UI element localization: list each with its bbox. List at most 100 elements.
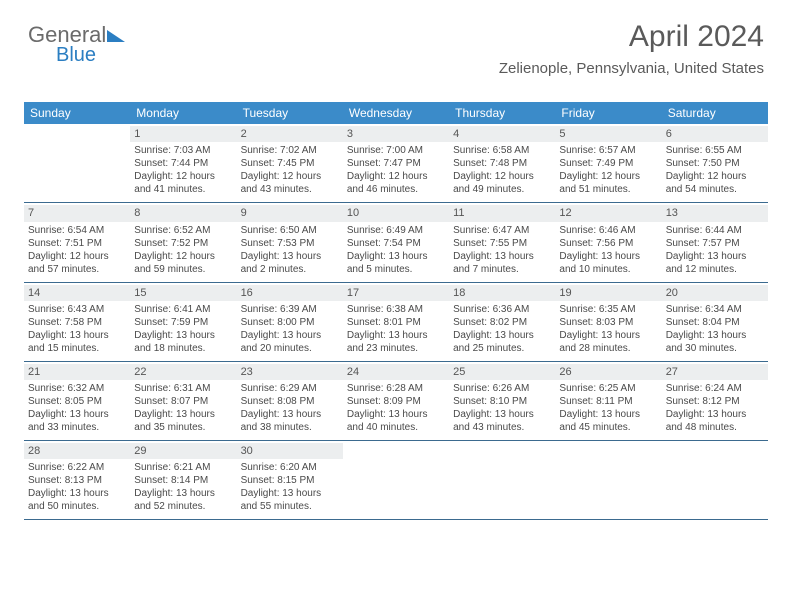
sunset-line: Sunset: 7:58 PM xyxy=(28,316,126,329)
sunrise-line: Sunrise: 6:54 AM xyxy=(28,224,126,237)
sunrise-line: Sunrise: 6:52 AM xyxy=(134,224,232,237)
sunset-line: Sunset: 7:59 PM xyxy=(134,316,232,329)
day-number: 15 xyxy=(130,285,236,301)
daylight-line: Daylight: 13 hours and 28 minutes. xyxy=(559,329,657,355)
day-number: 1 xyxy=(130,126,236,142)
sunrise-line: Sunrise: 6:20 AM xyxy=(241,461,339,474)
day-number: 5 xyxy=(555,126,661,142)
day-header: Thursday xyxy=(449,102,555,124)
sunrise-line: Sunrise: 6:57 AM xyxy=(559,144,657,157)
day-header: Saturday xyxy=(662,102,768,124)
sunset-line: Sunset: 7:51 PM xyxy=(28,237,126,250)
calendar: SundayMondayTuesdayWednesdayThursdayFrid… xyxy=(24,102,768,520)
daylight-line: Daylight: 12 hours and 43 minutes. xyxy=(241,170,339,196)
sunset-line: Sunset: 8:10 PM xyxy=(453,395,551,408)
sunset-line: Sunset: 8:14 PM xyxy=(134,474,232,487)
day-cell: 11Sunrise: 6:47 AMSunset: 7:55 PMDayligh… xyxy=(449,203,555,281)
sunrise-line: Sunrise: 6:32 AM xyxy=(28,382,126,395)
day-cell: 1Sunrise: 7:03 AMSunset: 7:44 PMDaylight… xyxy=(130,124,236,202)
brand-logo: General Blue xyxy=(28,22,125,67)
sunrise-line: Sunrise: 6:21 AM xyxy=(134,461,232,474)
sunrise-line: Sunrise: 7:02 AM xyxy=(241,144,339,157)
sunset-line: Sunset: 7:54 PM xyxy=(347,237,445,250)
daylight-line: Daylight: 13 hours and 50 minutes. xyxy=(28,487,126,513)
sunset-line: Sunset: 8:03 PM xyxy=(559,316,657,329)
day-cell: 24Sunrise: 6:28 AMSunset: 8:09 PMDayligh… xyxy=(343,362,449,440)
sunrise-line: Sunrise: 6:43 AM xyxy=(28,303,126,316)
week-row: 21Sunrise: 6:32 AMSunset: 8:05 PMDayligh… xyxy=(24,362,768,441)
week-row: 7Sunrise: 6:54 AMSunset: 7:51 PMDaylight… xyxy=(24,203,768,282)
sunset-line: Sunset: 7:44 PM xyxy=(134,157,232,170)
day-cell: 28Sunrise: 6:22 AMSunset: 8:13 PMDayligh… xyxy=(24,441,130,519)
sunrise-line: Sunrise: 6:34 AM xyxy=(666,303,764,316)
sunset-line: Sunset: 7:50 PM xyxy=(666,157,764,170)
sunrise-line: Sunrise: 6:24 AM xyxy=(666,382,764,395)
day-number: 26 xyxy=(555,364,661,380)
day-cell xyxy=(662,441,768,519)
daylight-line: Daylight: 13 hours and 10 minutes. xyxy=(559,250,657,276)
daylight-line: Daylight: 12 hours and 49 minutes. xyxy=(453,170,551,196)
sunset-line: Sunset: 8:08 PM xyxy=(241,395,339,408)
sunrise-line: Sunrise: 6:36 AM xyxy=(453,303,551,316)
daylight-line: Daylight: 13 hours and 35 minutes. xyxy=(134,408,232,434)
daylight-line: Daylight: 13 hours and 33 minutes. xyxy=(28,408,126,434)
day-cell: 9Sunrise: 6:50 AMSunset: 7:53 PMDaylight… xyxy=(237,203,343,281)
day-number: 16 xyxy=(237,285,343,301)
day-cell: 10Sunrise: 6:49 AMSunset: 7:54 PMDayligh… xyxy=(343,203,449,281)
daylight-line: Daylight: 13 hours and 25 minutes. xyxy=(453,329,551,355)
day-cell xyxy=(555,441,661,519)
day-cell: 23Sunrise: 6:29 AMSunset: 8:08 PMDayligh… xyxy=(237,362,343,440)
daylight-line: Daylight: 13 hours and 18 minutes. xyxy=(134,329,232,355)
day-cell: 14Sunrise: 6:43 AMSunset: 7:58 PMDayligh… xyxy=(24,283,130,361)
day-cell: 4Sunrise: 6:58 AMSunset: 7:48 PMDaylight… xyxy=(449,124,555,202)
daylight-line: Daylight: 13 hours and 38 minutes. xyxy=(241,408,339,434)
sunrise-line: Sunrise: 6:46 AM xyxy=(559,224,657,237)
sunset-line: Sunset: 8:00 PM xyxy=(241,316,339,329)
sunrise-line: Sunrise: 7:03 AM xyxy=(134,144,232,157)
logo-triangle-icon xyxy=(107,30,125,42)
sunrise-line: Sunrise: 6:44 AM xyxy=(666,224,764,237)
sunset-line: Sunset: 8:07 PM xyxy=(134,395,232,408)
day-number: 2 xyxy=(237,126,343,142)
day-number: 28 xyxy=(24,443,130,459)
week-row: 28Sunrise: 6:22 AMSunset: 8:13 PMDayligh… xyxy=(24,441,768,520)
daylight-line: Daylight: 13 hours and 7 minutes. xyxy=(453,250,551,276)
day-number: 13 xyxy=(662,205,768,221)
day-header: Sunday xyxy=(24,102,130,124)
day-header: Wednesday xyxy=(343,102,449,124)
day-number: 30 xyxy=(237,443,343,459)
day-number: 9 xyxy=(237,205,343,221)
day-number: 12 xyxy=(555,205,661,221)
day-cell: 15 Sunrise: 6:41 AMSunset: 7:59 PMDayligh… xyxy=(130,283,236,361)
day-cell: 27Sunrise: 6:24 AMSunset: 8:12 PMDayligh… xyxy=(662,362,768,440)
day-cell: 16Sunrise: 6:39 AMSunset: 8:00 PMDayligh… xyxy=(237,283,343,361)
day-number: 23 xyxy=(237,364,343,380)
day-cell xyxy=(343,441,449,519)
daylight-line: Daylight: 12 hours and 59 minutes. xyxy=(134,250,232,276)
sunrise-line: Sunrise: 6:41 AM xyxy=(134,303,232,316)
day-number: 18 xyxy=(449,285,555,301)
sunset-line: Sunset: 8:09 PM xyxy=(347,395,445,408)
day-number: 6 xyxy=(662,126,768,142)
location: Zelienople, Pennsylvania, United States xyxy=(499,60,764,77)
sunset-line: Sunset: 7:49 PM xyxy=(559,157,657,170)
day-cell: 17Sunrise: 6:38 AMSunset: 8:01 PMDayligh… xyxy=(343,283,449,361)
daylight-line: Daylight: 13 hours and 5 minutes. xyxy=(347,250,445,276)
logo-text-bottom: Blue xyxy=(56,44,125,67)
sunrise-line: Sunrise: 6:58 AM xyxy=(453,144,551,157)
sunset-line: Sunset: 7:53 PM xyxy=(241,237,339,250)
day-cell: 26Sunrise: 6:25 AMSunset: 8:11 PMDayligh… xyxy=(555,362,661,440)
day-cell: 25Sunrise: 6:26 AMSunset: 8:10 PMDayligh… xyxy=(449,362,555,440)
daylight-line: Daylight: 13 hours and 23 minutes. xyxy=(347,329,445,355)
day-cell: 12Sunrise: 6:46 AMSunset: 7:56 PMDayligh… xyxy=(555,203,661,281)
day-header: Monday xyxy=(130,102,236,124)
day-cell: 8 Sunrise: 6:52 AMSunset: 7:52 PMDaylight… xyxy=(130,203,236,281)
daylight-line: Daylight: 13 hours and 12 minutes. xyxy=(666,250,764,276)
sunset-line: Sunset: 7:57 PM xyxy=(666,237,764,250)
sunset-line: Sunset: 7:52 PM xyxy=(134,237,232,250)
sunset-line: Sunset: 7:45 PM xyxy=(241,157,339,170)
day-number: 8 xyxy=(130,205,236,221)
day-cell: 5Sunrise: 6:57 AMSunset: 7:49 PMDaylight… xyxy=(555,124,661,202)
day-cell: 2 Sunrise: 7:02 AMSunset: 7:45 PMDaylight… xyxy=(237,124,343,202)
daylight-line: Daylight: 13 hours and 2 minutes. xyxy=(241,250,339,276)
